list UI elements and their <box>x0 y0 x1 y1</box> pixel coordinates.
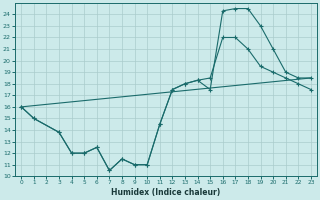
X-axis label: Humidex (Indice chaleur): Humidex (Indice chaleur) <box>111 188 221 197</box>
